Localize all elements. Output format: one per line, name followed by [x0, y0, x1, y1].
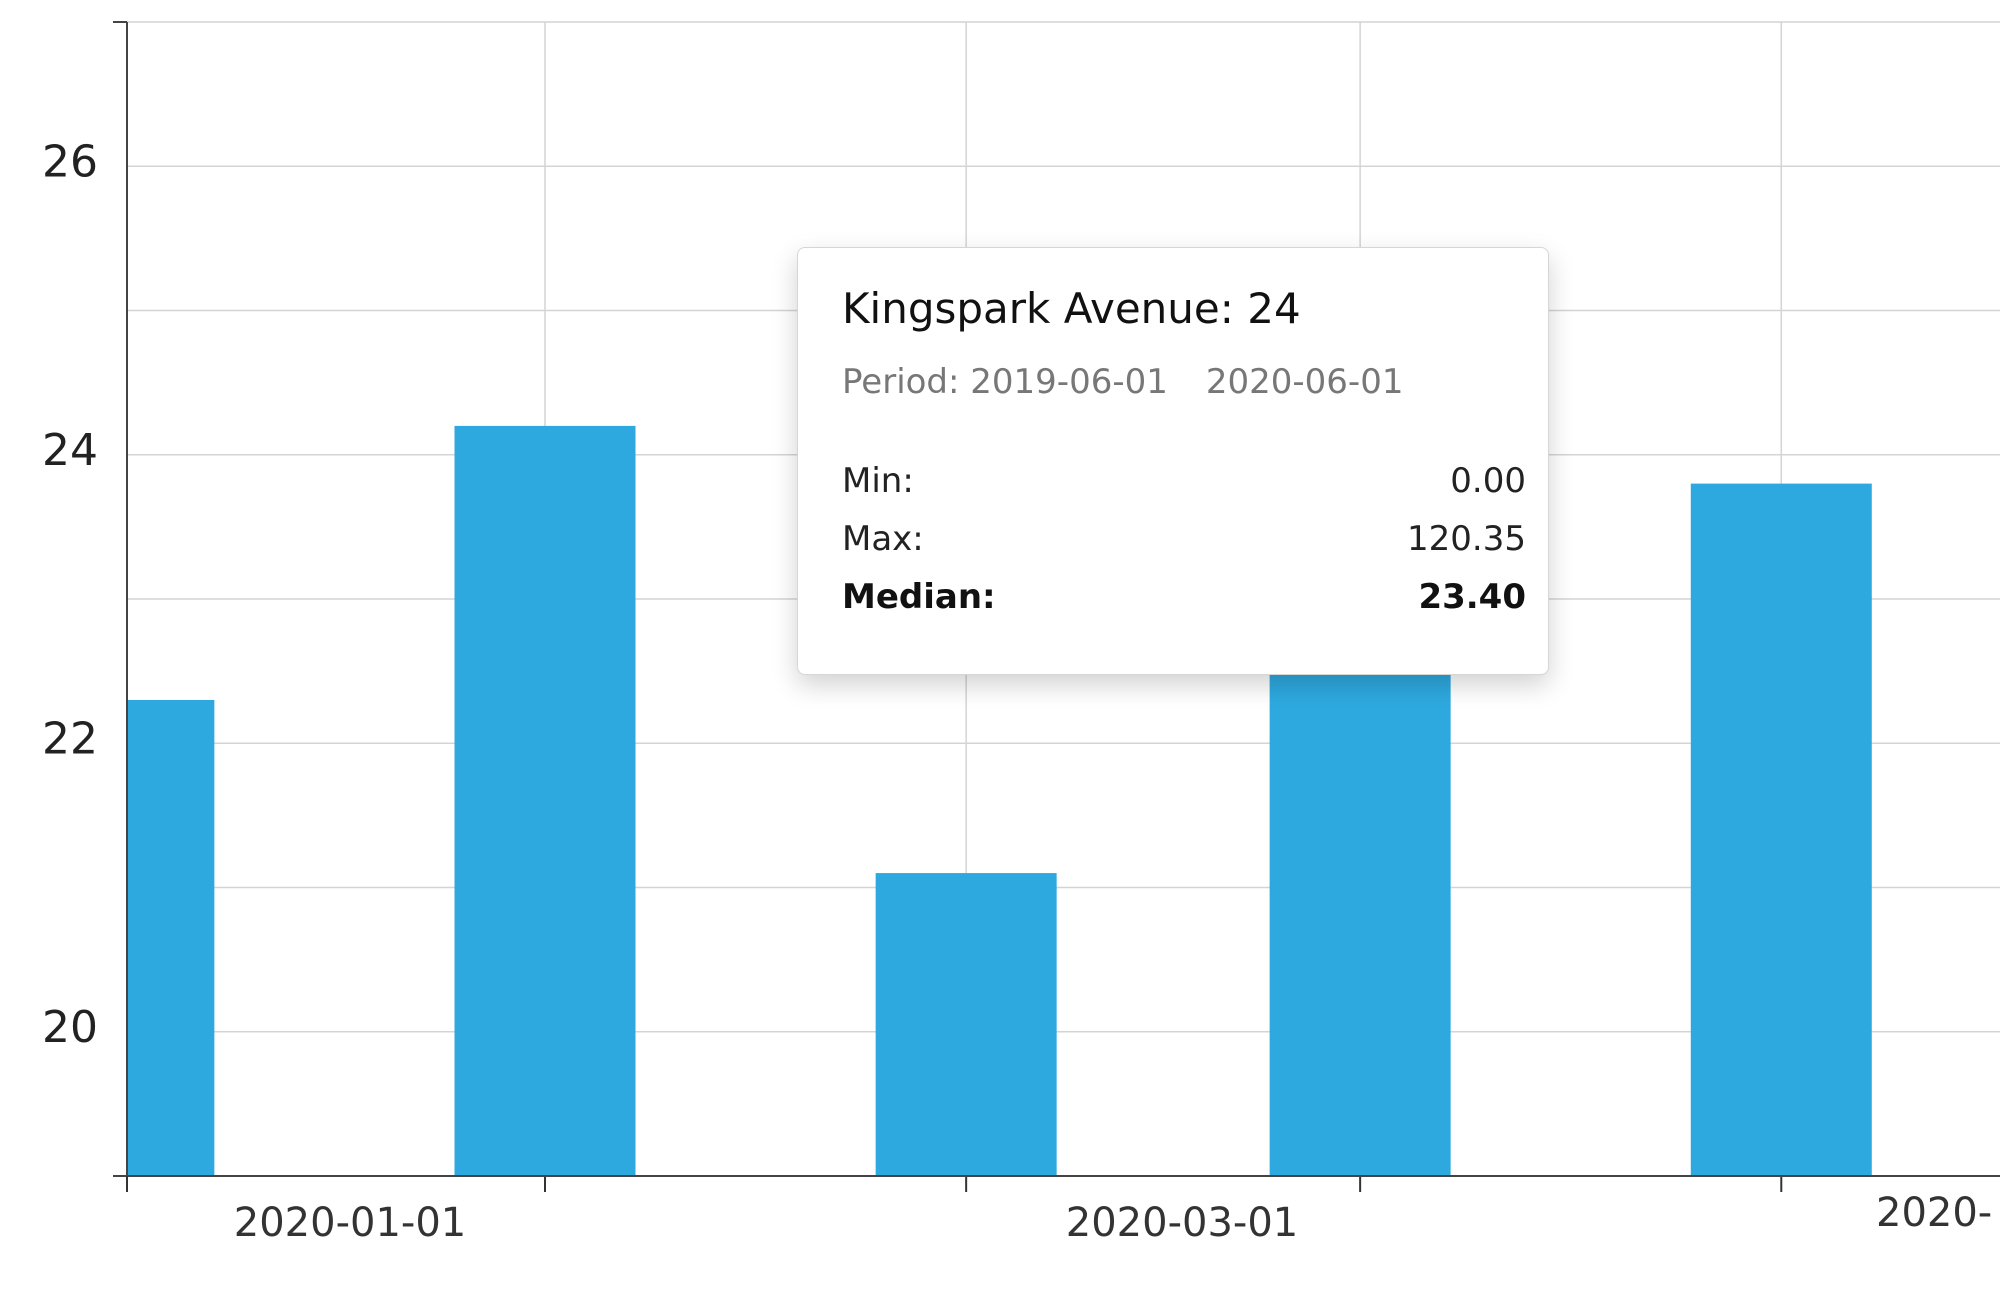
tooltip-row-median: Median: 23.40 — [842, 568, 1526, 626]
bar-2020-04-01 — [1690, 483, 1872, 1177]
tooltip-period: Period: 2019-06-01 2020-06-01 — [842, 362, 1526, 402]
y-tick-label-20: 20 — [42, 1002, 98, 1053]
tooltip-period-start: Period: 2019-06-01 — [842, 362, 1168, 402]
bar-2020-02-01 — [875, 873, 1057, 1176]
tooltip-row-min: Min: 0.00 — [842, 452, 1526, 510]
bar-2019-12-01 — [127, 699, 215, 1176]
bar-2020-03-01 — [1269, 656, 1451, 1176]
tooltip-median-label: Median: — [842, 577, 996, 617]
y-axis-labels: 20 22 24 26 — [42, 136, 98, 1053]
x-tick-label: 2020-03-01 — [1066, 1200, 1298, 1246]
y-tick-label-26: 26 — [42, 136, 98, 187]
tooltip-period-end: 2020-06-01 — [1205, 362, 1404, 402]
x-tick-label: 2020-01-01 — [234, 1200, 466, 1246]
axes — [113, 21, 2000, 1192]
tooltip-max-value: 120.35 — [1407, 519, 1526, 559]
y-tick-label-24: 24 — [42, 425, 98, 476]
tooltip-min-value: 0.00 — [1450, 461, 1526, 501]
data-tooltip: Kingspark Avenue: 24 Period: 2019-06-01 2… — [797, 247, 1549, 675]
tooltip-title: Kingspark Avenue: 24 — [842, 284, 1301, 333]
tooltip-max-label: Max: — [842, 519, 924, 559]
bar-series — [127, 425, 1872, 1177]
tooltip-row-max: Max: 120.35 — [842, 510, 1526, 568]
bar-2020-01-01 — [454, 425, 636, 1176]
x-axis-labels: 2020-01-01 2020-03-01 2020- — [234, 1190, 1992, 1246]
tooltip-median-value: 23.40 — [1418, 577, 1526, 617]
tooltip-min-label: Min: — [842, 461, 914, 501]
x-tick-label: 2020- — [1876, 1190, 1992, 1236]
y-tick-label-22: 22 — [42, 713, 98, 764]
